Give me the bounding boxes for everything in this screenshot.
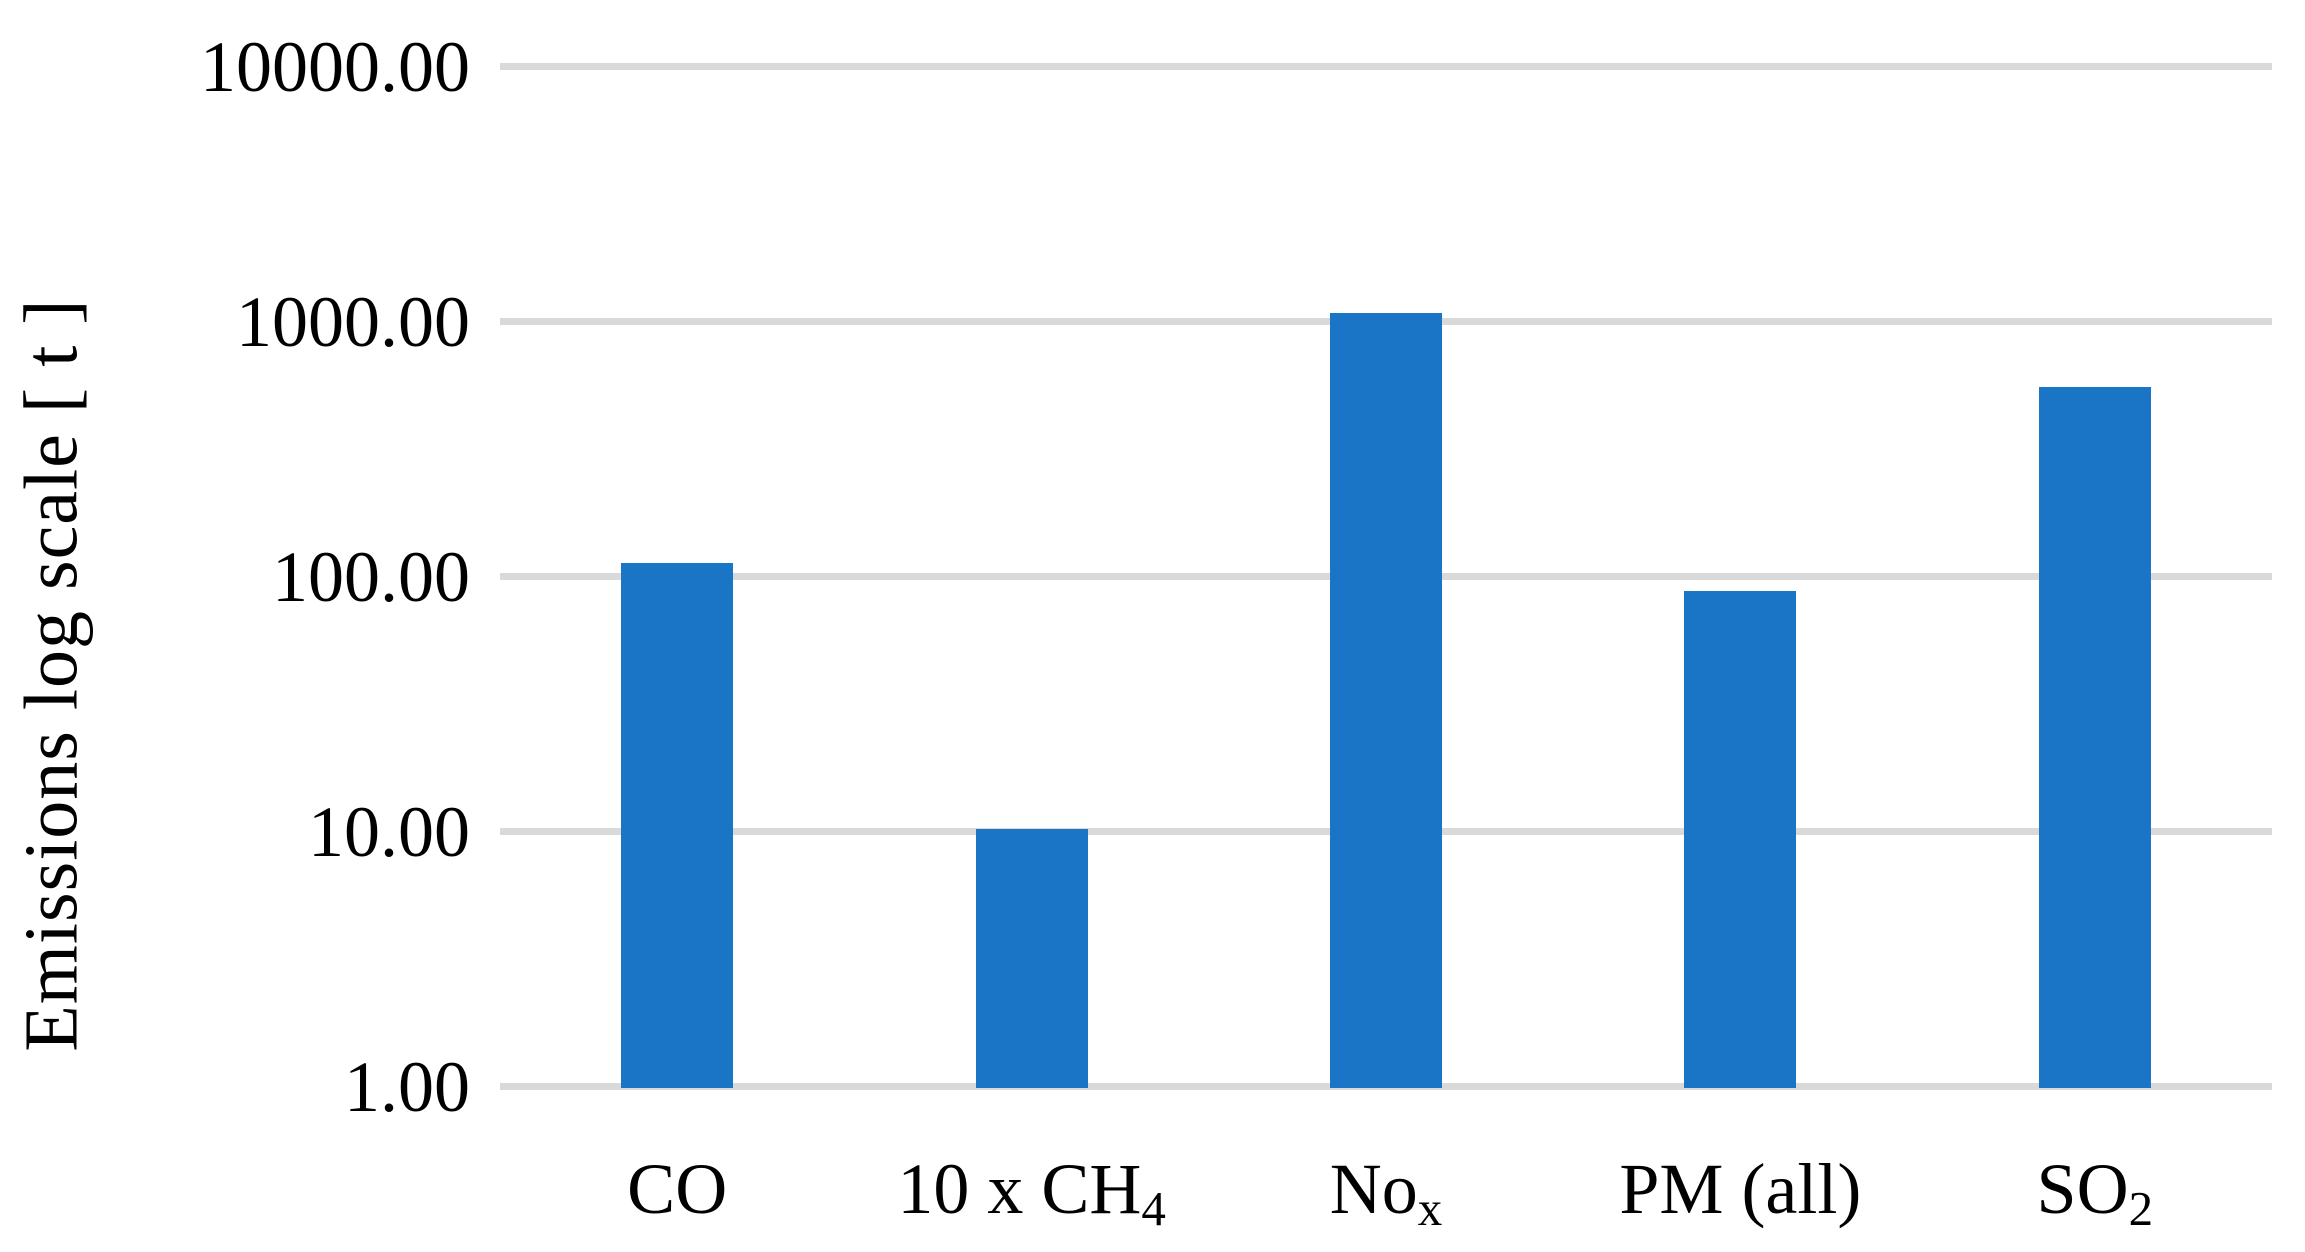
y-tick-label: 100.00 <box>272 536 470 617</box>
x-label-text: SO <box>2036 1149 2129 1229</box>
x-label-text: 10 x CH <box>897 1149 1142 1229</box>
x-label-text: CO <box>627 1149 728 1229</box>
x-axis-label: 10 x CH4 <box>852 1149 1212 1233</box>
bar <box>1684 591 1797 1088</box>
bar <box>975 828 1088 1088</box>
x-label-subscript: 2 <box>2128 1181 2154 1237</box>
bar <box>1330 313 1442 1088</box>
y-axis-title: Emissions log scale [ t ] <box>9 298 94 1052</box>
bar <box>621 562 734 1088</box>
x-axis-label: SO2 <box>1915 1149 2275 1233</box>
x-axis-label: Nox <box>1206 1149 1566 1233</box>
x-label-subscript: 4 <box>1141 1181 1166 1237</box>
y-tick-label: 10.00 <box>308 791 470 872</box>
x-axis-label: CO <box>497 1149 857 1229</box>
x-label-subscript: x <box>1417 1181 1443 1237</box>
y-tick-label: 1000.00 <box>236 281 470 362</box>
x-axis-label: PM (all) <box>1560 1149 1920 1229</box>
bar <box>2038 386 2151 1088</box>
gridline <box>500 63 2272 70</box>
x-label-text: No <box>1329 1149 1418 1229</box>
y-tick-label: 1.00 <box>344 1046 470 1127</box>
y-tick-label: 10000.00 <box>200 26 470 107</box>
x-label-text: PM (all) <box>1619 1149 1862 1229</box>
